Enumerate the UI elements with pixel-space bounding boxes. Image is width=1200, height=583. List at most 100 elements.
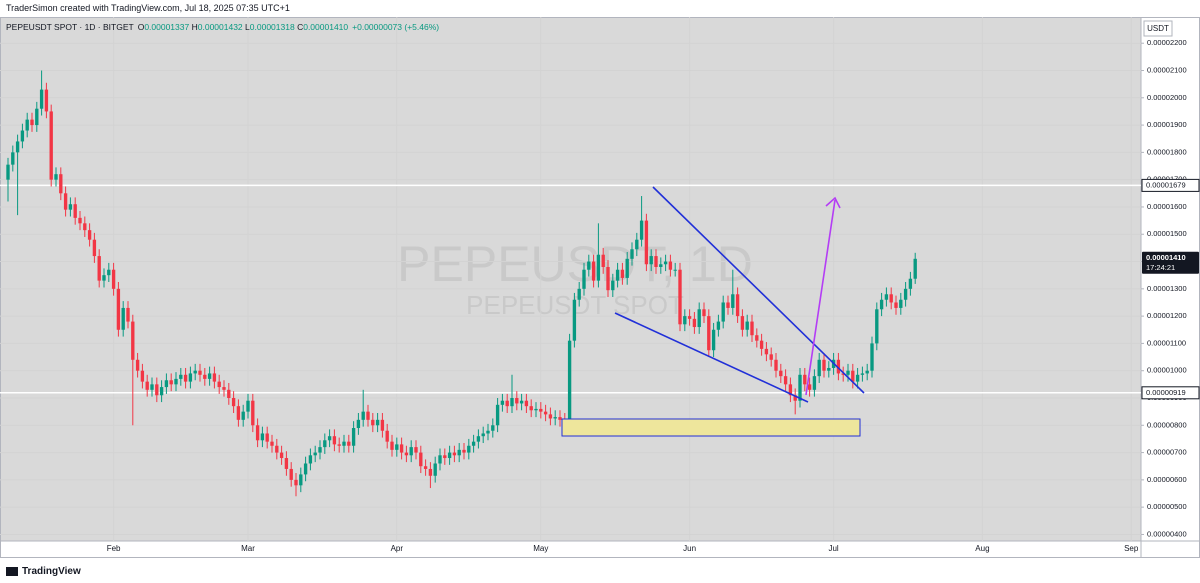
candle-body [169, 380, 173, 385]
candle-body [126, 307, 130, 322]
candle-body [260, 433, 265, 441]
candle-body [35, 108, 39, 126]
candle-body [515, 397, 519, 404]
candle-body [731, 294, 735, 308]
candle-body [793, 395, 797, 401]
candle-body [702, 309, 706, 317]
candle-body [678, 269, 682, 325]
x-tick-label: Apr [391, 544, 404, 553]
candle-body [735, 294, 740, 317]
candle-body [399, 444, 404, 453]
candle-body [481, 433, 485, 437]
candle-body [740, 316, 745, 330]
candle-body [764, 348, 769, 355]
candle-body [102, 275, 106, 281]
candle-body [207, 373, 212, 379]
candle-body [899, 299, 903, 308]
candle-body [390, 441, 394, 450]
candle-body [308, 455, 313, 464]
x-tick-label: Jul [828, 544, 838, 553]
candle-body [827, 367, 831, 371]
candle-body [279, 452, 284, 459]
candle-body [193, 370, 197, 374]
candle-body [270, 441, 274, 446]
candle-body [543, 411, 548, 415]
candle-body [236, 406, 241, 420]
candle-body [395, 444, 399, 450]
candle-body [913, 258, 917, 279]
candle-body [423, 466, 428, 469]
candle-body [452, 452, 457, 456]
support-zone [561, 418, 861, 437]
candle-body [889, 294, 893, 303]
price-line-label: 0.00000919 [1146, 388, 1186, 397]
ohlc-value: 0.00001432 [197, 22, 243, 32]
candle-body [443, 455, 447, 459]
candle-body [131, 321, 135, 360]
candle-body [529, 406, 533, 411]
drawings [561, 186, 865, 437]
y-tick-label: 0.00002100 [1147, 65, 1187, 74]
candle-body [807, 384, 812, 390]
attribution: TraderSimon created with TradingView.com… [6, 3, 290, 13]
candle-body [716, 321, 721, 330]
candle-body [107, 269, 111, 276]
candle-body [323, 440, 327, 448]
candle-body [159, 387, 164, 396]
candle-body [558, 417, 562, 420]
x-tick-label: Feb [107, 544, 121, 553]
y-tick-label: 0.00000500 [1147, 502, 1187, 511]
candle-body [414, 447, 418, 453]
ohlc-key: O [137, 22, 145, 32]
candle-body [73, 204, 77, 218]
candle-body [510, 397, 514, 407]
candle-body [505, 400, 509, 407]
y-tick-label: 0.00001100 [1147, 338, 1186, 347]
candle-body [851, 370, 855, 382]
candle-body [140, 370, 145, 382]
candle-body [548, 414, 553, 419]
candle-body [371, 419, 375, 426]
candle-body [476, 436, 481, 442]
candle-body [615, 269, 620, 281]
candle-body [342, 441, 346, 446]
candle-body [49, 111, 53, 180]
ohlc-key: C [297, 22, 304, 32]
candle-body [635, 239, 639, 250]
candle-body [462, 449, 466, 453]
y-tick-label: 0.00001600 [1147, 202, 1187, 211]
candle-body [20, 130, 25, 142]
x-tick-label: Sep [1124, 544, 1139, 553]
candle-body [572, 299, 577, 341]
candle-body [59, 174, 63, 194]
candle-body [246, 400, 250, 412]
candle-body [711, 329, 716, 351]
x-tick-label: Aug [975, 544, 989, 553]
candle-body [203, 374, 207, 379]
candle-body [438, 455, 442, 464]
candle-body [692, 318, 697, 328]
y-tick-label: 0.00001200 [1147, 311, 1187, 320]
price-line-tag [1141, 386, 1200, 400]
candle-body [299, 474, 303, 486]
candle-body [553, 417, 557, 419]
logo-icon [6, 567, 18, 576]
x-tick-label: Jun [683, 544, 696, 553]
candle-body [15, 141, 20, 153]
candle-body [241, 411, 245, 420]
projection-arrow [805, 199, 836, 396]
candle-body [774, 359, 778, 371]
candle-body [707, 316, 711, 351]
candle-body [726, 302, 730, 308]
candle-body [582, 269, 586, 289]
candle-body [251, 400, 255, 426]
x-tick-label: Mar [241, 544, 255, 553]
candle-body [54, 174, 58, 180]
candle-body [30, 119, 34, 126]
symbol-legend: PEPEUSDT SPOT · 1D · BITGET O0.00001337 … [6, 22, 439, 32]
y-tick-label: 0.00002000 [1147, 93, 1187, 102]
candle-body [769, 354, 773, 360]
candle-body [284, 458, 289, 469]
candle-body [428, 468, 433, 476]
candle-body [385, 430, 389, 442]
